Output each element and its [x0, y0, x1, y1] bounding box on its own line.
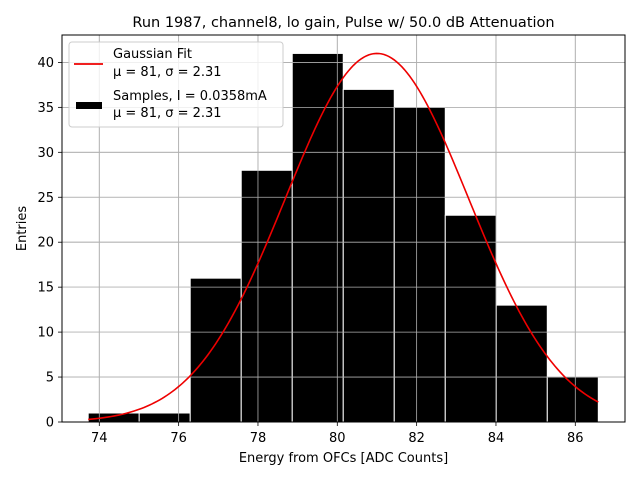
y-tick-label: 0: [46, 416, 54, 431]
y-tick-label: 40: [37, 56, 54, 71]
x-tick-label: 84: [488, 431, 505, 446]
y-axis-label: Entries: [15, 206, 30, 252]
x-tick-label: 78: [250, 431, 267, 446]
legend-samples-label: Samples, I = 0.0358mA: [113, 89, 267, 104]
histogram-bar: [138, 412, 191, 423]
legend-fit-label: Gaussian Fit: [113, 47, 192, 62]
histogram-bar: [444, 214, 497, 423]
y-tick-label: 10: [37, 326, 54, 341]
legend-fit-params: μ = 81, σ = 2.31: [113, 65, 222, 80]
x-tick-label: 82: [408, 431, 425, 446]
x-tick-label: 74: [91, 431, 108, 446]
gaussian-fit-curve: [88, 52, 599, 421]
histogram-bar: [240, 169, 293, 423]
histogram-bar: [342, 88, 395, 423]
y-tick-label: 25: [37, 191, 54, 206]
histogram-bar: [291, 52, 344, 423]
legend-box: [68, 41, 284, 128]
x-tick-label: 86: [567, 431, 584, 446]
histogram-bar: [495, 304, 548, 423]
y-tick-label: 30: [37, 146, 54, 161]
x-tick-label: 76: [170, 431, 187, 446]
y-tick-label: 20: [37, 236, 54, 251]
y-axis-ticks: 0 5 10 15 20 25 30 35 40: [37, 56, 62, 431]
legend-samples-swatch: [76, 102, 102, 109]
histogram-bar: [87, 412, 140, 423]
y-tick-label: 15: [37, 281, 54, 296]
y-tick-label: 35: [37, 101, 54, 116]
y-tick-label: 5: [46, 371, 54, 386]
chart-title: Run 1987, channel8, lo gain, Pulse w/ 50…: [132, 15, 554, 31]
bars: [62, 35, 625, 423]
plot-frame: [61, 34, 626, 423]
histogram-bar: [189, 277, 242, 423]
x-tick-label: 80: [329, 431, 346, 446]
histogram-bar: [393, 106, 446, 423]
x-axis-label: Energy from OFCs [ADC Counts]: [239, 451, 448, 466]
x-axis-ticks: 74 76 78 80 82 84 86: [91, 422, 584, 446]
legend-samples-params: μ = 81, σ = 2.31: [113, 106, 222, 121]
legend: Gaussian Fit μ = 81, σ = 2.31 Samples, I…: [68, 41, 284, 128]
